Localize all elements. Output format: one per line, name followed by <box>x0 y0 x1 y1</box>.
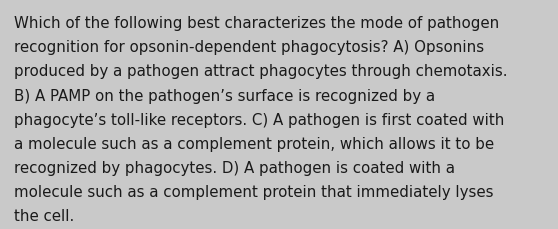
Text: molecule such as a complement protein that immediately lyses: molecule such as a complement protein th… <box>14 184 493 199</box>
Text: a molecule such as a complement protein, which allows it to be: a molecule such as a complement protein,… <box>14 136 494 151</box>
Text: recognition for opsonin-dependent phagocytosis? A) Opsonins: recognition for opsonin-dependent phagoc… <box>14 40 484 55</box>
Text: phagocyte’s toll-like receptors. C) A pathogen is first coated with: phagocyte’s toll-like receptors. C) A pa… <box>14 112 504 127</box>
Text: recognized by phagocytes. D) A pathogen is coated with a: recognized by phagocytes. D) A pathogen … <box>14 160 455 175</box>
Text: the cell.: the cell. <box>14 208 74 223</box>
Text: Which of the following best characterizes the mode of pathogen: Which of the following best characterize… <box>14 16 499 31</box>
Text: produced by a pathogen attract phagocytes through chemotaxis.: produced by a pathogen attract phagocyte… <box>14 64 507 79</box>
Text: B) A PAMP on the pathogen’s surface is recognized by a: B) A PAMP on the pathogen’s surface is r… <box>14 88 435 103</box>
